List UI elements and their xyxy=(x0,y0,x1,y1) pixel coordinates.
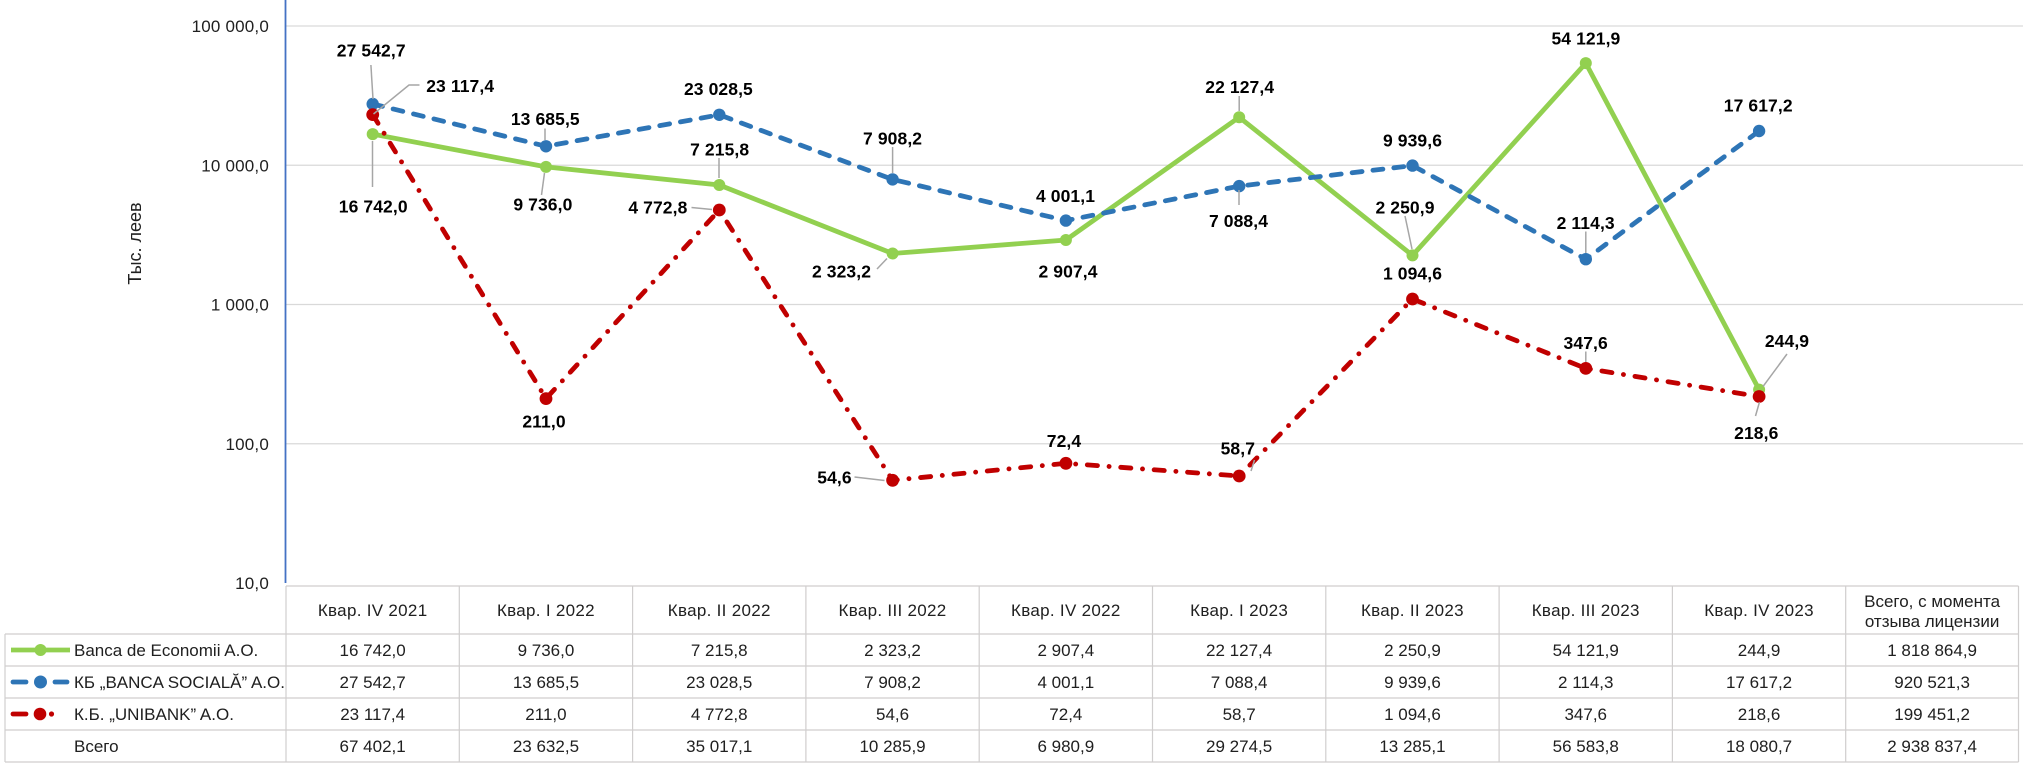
svg-text:Всего, с момента: Всего, с момента xyxy=(1864,592,2001,611)
svg-text:4 772,8: 4 772,8 xyxy=(628,198,687,218)
svg-text:23 028,5: 23 028,5 xyxy=(686,673,752,692)
svg-text:10 000,0: 10 000,0 xyxy=(201,156,269,175)
svg-text:920 521,3: 920 521,3 xyxy=(1894,673,1970,692)
svg-text:58,7: 58,7 xyxy=(1221,439,1255,459)
svg-text:54 121,9: 54 121,9 xyxy=(1553,641,1619,660)
svg-text:Квар. I 2023: Квар. I 2023 xyxy=(1190,601,1288,620)
svg-text:54,6: 54,6 xyxy=(817,467,852,487)
svg-text:347,6: 347,6 xyxy=(1564,705,1607,724)
svg-text:Всего: Всего xyxy=(74,737,119,756)
svg-text:17 617,2: 17 617,2 xyxy=(1724,95,1793,115)
svg-text:23 028,5: 23 028,5 xyxy=(684,79,753,99)
svg-text:218,6: 218,6 xyxy=(1738,705,1781,724)
svg-text:2 907,4: 2 907,4 xyxy=(1038,262,1097,282)
svg-text:9 736,0: 9 736,0 xyxy=(518,641,575,660)
svg-text:Квар. III 2023: Квар. III 2023 xyxy=(1532,601,1640,620)
svg-text:9 736,0: 9 736,0 xyxy=(513,195,572,215)
svg-text:100,0: 100,0 xyxy=(225,435,269,454)
svg-text:6 980,9: 6 980,9 xyxy=(1037,737,1094,756)
svg-text:Квар. IV 2022: Квар. IV 2022 xyxy=(1011,601,1121,620)
svg-text:218,6: 218,6 xyxy=(1734,423,1778,443)
svg-text:1 000,0: 1 000,0 xyxy=(211,296,269,315)
svg-text:18 080,7: 18 080,7 xyxy=(1726,737,1792,756)
svg-text:22 127,4: 22 127,4 xyxy=(1206,641,1272,660)
svg-text:27 542,7: 27 542,7 xyxy=(340,673,406,692)
svg-text:9 939,6: 9 939,6 xyxy=(1384,673,1441,692)
svg-text:67 402,1: 67 402,1 xyxy=(340,737,406,756)
svg-text:2 907,4: 2 907,4 xyxy=(1037,641,1094,660)
svg-text:7 908,2: 7 908,2 xyxy=(864,673,921,692)
svg-text:Квар. I 2022: Квар. I 2022 xyxy=(497,601,595,620)
svg-text:13 285,1: 13 285,1 xyxy=(1379,737,1445,756)
svg-text:72,4: 72,4 xyxy=(1049,705,1082,724)
svg-text:2 250,9: 2 250,9 xyxy=(1375,197,1434,217)
svg-text:13 685,5: 13 685,5 xyxy=(511,109,580,129)
svg-text:13 685,5: 13 685,5 xyxy=(513,673,579,692)
svg-text:211,0: 211,0 xyxy=(522,411,565,431)
svg-text:7 215,8: 7 215,8 xyxy=(690,140,749,160)
svg-text:10 285,9: 10 285,9 xyxy=(859,737,925,756)
svg-text:2 114,3: 2 114,3 xyxy=(1558,673,1613,692)
svg-text:Квар. II 2023: Квар. II 2023 xyxy=(1361,601,1464,620)
svg-text:10,0: 10,0 xyxy=(235,574,269,593)
svg-text:23 632,5: 23 632,5 xyxy=(513,737,579,756)
svg-text:56 583,8: 56 583,8 xyxy=(1553,737,1619,756)
svg-text:17 617,2: 17 617,2 xyxy=(1726,673,1792,692)
svg-text:72,4: 72,4 xyxy=(1047,431,1082,451)
svg-text:2 323,2: 2 323,2 xyxy=(812,262,871,282)
svg-text:9 939,6: 9 939,6 xyxy=(1383,130,1442,150)
svg-text:58,7: 58,7 xyxy=(1223,705,1256,724)
svg-text:16 742,0: 16 742,0 xyxy=(340,641,406,660)
svg-text:4 772,8: 4 772,8 xyxy=(691,705,748,724)
svg-text:100 000,0: 100 000,0 xyxy=(192,17,269,36)
svg-text:23 117,4: 23 117,4 xyxy=(340,705,405,724)
svg-text:1 094,6: 1 094,6 xyxy=(1383,263,1442,283)
svg-text:2 250,9: 2 250,9 xyxy=(1384,641,1441,660)
svg-text:Квар. II 2022: Квар. II 2022 xyxy=(668,601,771,620)
svg-text:7 088,4: 7 088,4 xyxy=(1211,673,1268,692)
svg-text:16 742,0: 16 742,0 xyxy=(339,196,408,216)
svg-text:54 121,9: 54 121,9 xyxy=(1551,29,1620,49)
svg-text:КБ „BANCA SOCIALĂ” A.O.: КБ „BANCA SOCIALĂ” A.O. xyxy=(74,673,285,692)
svg-text:7 088,4: 7 088,4 xyxy=(1209,211,1268,231)
svg-text:отзыва лицензии: отзыва лицензии xyxy=(1865,612,2000,631)
svg-text:Квар. IV 2021: Квар. IV 2021 xyxy=(318,601,428,620)
svg-text:7 215,8: 7 215,8 xyxy=(691,641,748,660)
svg-text:244,9: 244,9 xyxy=(1765,331,1809,351)
svg-text:4 001,1: 4 001,1 xyxy=(1036,186,1095,206)
svg-text:211,0: 211,0 xyxy=(525,705,566,724)
svg-text:1 094,6: 1 094,6 xyxy=(1384,705,1441,724)
svg-text:22 127,4: 22 127,4 xyxy=(1205,77,1274,97)
svg-text:4 001,1: 4 001,1 xyxy=(1037,673,1094,692)
svg-text:1 818 864,9: 1 818 864,9 xyxy=(1887,641,1977,660)
svg-text:2 938 837,4: 2 938 837,4 xyxy=(1887,737,1977,756)
svg-text:29 274,5: 29 274,5 xyxy=(1206,737,1272,756)
svg-text:7 908,2: 7 908,2 xyxy=(863,129,922,149)
svg-text:54,6: 54,6 xyxy=(876,705,909,724)
svg-text:35 017,1: 35 017,1 xyxy=(686,737,752,756)
svg-text:2 114,3: 2 114,3 xyxy=(1557,213,1615,233)
svg-text:Тыс. леев: Тыс. леев xyxy=(125,202,145,284)
svg-text:Квар. IV 2023: Квар. IV 2023 xyxy=(1704,601,1814,620)
svg-text:27 542,7: 27 542,7 xyxy=(337,40,406,60)
svg-text:К.Б. „UNIBANK” A.O.: К.Б. „UNIBANK” A.O. xyxy=(74,705,234,724)
svg-text:Banca de Economii A.O.: Banca de Economii A.O. xyxy=(74,641,258,660)
svg-text:Квар. III 2022: Квар. III 2022 xyxy=(839,601,947,620)
svg-text:23 117,4: 23 117,4 xyxy=(426,76,494,96)
svg-text:199 451,2: 199 451,2 xyxy=(1894,705,1970,724)
svg-text:244,9: 244,9 xyxy=(1738,641,1781,660)
svg-text:2 323,2: 2 323,2 xyxy=(864,641,921,660)
svg-text:347,6: 347,6 xyxy=(1564,333,1608,353)
